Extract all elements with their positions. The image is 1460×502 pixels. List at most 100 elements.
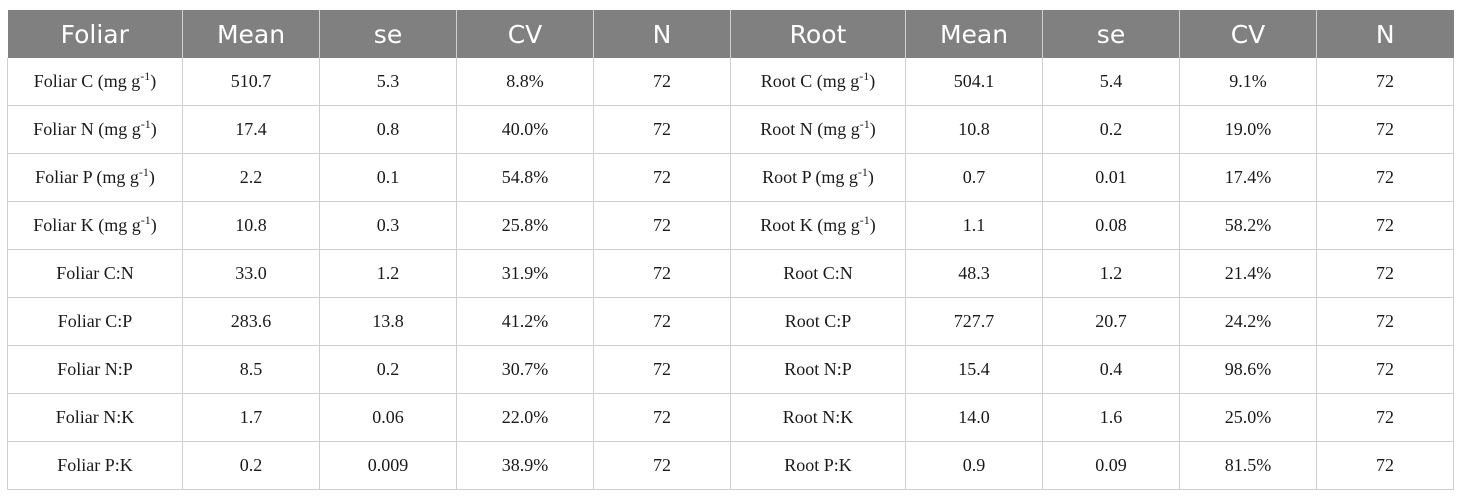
foliar-cv-cell: 41.2% [456,297,594,346]
foliar-se-cell: 1.2 [319,249,457,298]
table-body: Foliar C (mg g-1) 510.7 5.3 8.8% 72 Root C (m… [7,58,1454,490]
foliar-variable-cell: Foliar P (mg g-1) [7,153,183,202]
header-root-mean: Mean [905,10,1043,58]
foliar-n-cell: 72 [593,441,731,490]
foliar-se-cell: 0.009 [319,441,457,490]
root-se-cell: 0.09 [1042,441,1180,490]
stoichiometry-table: Foliar Mean se CV N Root Mean se CV N Fo… [7,10,1454,490]
cell-label: Foliar N (mg g [33,119,141,139]
foliar-variable-cell: Foliar K (mg g-1) [7,201,183,250]
cell-label-tail: ) [150,215,157,235]
cell-unit-exponent: -1 [859,117,870,131]
root-n-cell: 72 [1316,105,1454,154]
foliar-cv-cell: 30.7% [456,345,594,394]
foliar-variable-cell: Foliar N:P [7,345,183,394]
root-n-cell: 72 [1316,249,1454,298]
foliar-cv-cell: 22.0% [456,393,594,442]
root-cv-cell: 98.6% [1179,345,1317,394]
foliar-cv-cell: 40.0% [456,105,594,154]
root-se-cell: 5.4 [1042,58,1180,106]
root-cv-cell: 17.4% [1179,153,1317,202]
root-variable-cell: Root N:P [730,345,906,394]
root-n-cell: 72 [1316,58,1454,106]
foliar-n-cell: 72 [593,105,731,154]
root-variable-cell: Root C:N [730,249,906,298]
root-mean-cell: 0.7 [905,153,1043,202]
cell-unit-exponent: -1 [859,213,870,227]
root-se-cell: 1.2 [1042,249,1180,298]
root-cv-cell: 58.2% [1179,201,1317,250]
root-mean-cell: 727.7 [905,297,1043,346]
root-n-cell: 72 [1316,297,1454,346]
root-variable-cell: Root C (mg g-1) [730,58,906,106]
foliar-cv-cell: 25.8% [456,201,594,250]
root-se-cell: 0.2 [1042,105,1180,154]
root-se-cell: 0.08 [1042,201,1180,250]
foliar-mean-cell: 8.5 [182,345,320,394]
header-root-cv: CV [1179,10,1317,58]
foliar-n-cell: 72 [593,345,731,394]
cell-label-tail: ) [148,167,155,187]
root-n-cell: 72 [1316,201,1454,250]
foliar-n-cell: 72 [593,201,731,250]
root-cv-cell: 21.4% [1179,249,1317,298]
cell-unit-exponent: -1 [138,165,149,179]
cell-unit-exponent: -1 [140,117,151,131]
root-se-cell: 1.6 [1042,393,1180,442]
cell-unit-exponent: -1 [857,165,868,179]
foliar-n-cell: 72 [593,297,731,346]
foliar-cv-cell: 8.8% [456,58,594,106]
table-row: Foliar C:P 283.6 13.8 41.2% 72 Root C:P 727.7 2… [7,297,1454,346]
cell-label: Root K (mg g [760,215,860,235]
foliar-se-cell: 0.06 [319,393,457,442]
cell-label: Foliar K (mg g [33,215,141,235]
root-mean-cell: 48.3 [905,249,1043,298]
table-row: Foliar N (mg g-1) 17.4 0.8 40.0% 72 Root N (m… [7,105,1454,154]
root-se-cell: 0.01 [1042,153,1180,202]
cell-label-tail: ) [150,71,157,91]
foliar-cv-cell: 54.8% [456,153,594,202]
table-row: Foliar N:K 1.7 0.06 22.0% 72 Root N:K 14.0 1.6 2… [7,393,1454,442]
foliar-mean-cell: 1.7 [182,393,320,442]
root-mean-cell: 504.1 [905,58,1043,106]
foliar-se-cell: 5.3 [319,58,457,106]
cell-unit-exponent: -1 [859,69,870,83]
root-n-cell: 72 [1316,345,1454,394]
table-row: Foliar P:K 0.2 0.009 38.9% 72 Root P:K 0.9 0.09… [7,441,1454,490]
root-n-cell: 72 [1316,153,1454,202]
header-foliar: Foliar [7,10,183,58]
cell-unit-exponent: -1 [140,69,151,83]
header-root: Root [730,10,906,58]
header-root-se: se [1042,10,1180,58]
root-se-cell: 20.7 [1042,297,1180,346]
foliar-mean-cell: 0.2 [182,441,320,490]
table-row: Foliar P (mg g-1) 2.2 0.1 54.8% 72 Root P (mg… [7,153,1454,202]
foliar-variable-cell: Foliar C:P [7,297,183,346]
foliar-n-cell: 72 [593,153,731,202]
cell-label-tail: ) [869,71,876,91]
root-mean-cell: 0.9 [905,441,1043,490]
cell-unit-exponent: -1 [140,213,151,227]
foliar-cv-cell: 31.9% [456,249,594,298]
header-foliar-mean: Mean [182,10,320,58]
root-n-cell: 72 [1316,441,1454,490]
cell-label: Foliar P (mg g [35,167,139,187]
root-mean-cell: 10.8 [905,105,1043,154]
foliar-n-cell: 72 [593,393,731,442]
root-cv-cell: 24.2% [1179,297,1317,346]
header-root-n: N [1316,10,1454,58]
foliar-se-cell: 0.8 [319,105,457,154]
root-mean-cell: 14.0 [905,393,1043,442]
header-foliar-cv: CV [456,10,594,58]
root-variable-cell: Root C:P [730,297,906,346]
root-mean-cell: 15.4 [905,345,1043,394]
foliar-mean-cell: 17.4 [182,105,320,154]
foliar-mean-cell: 510.7 [182,58,320,106]
table-row: Foliar C (mg g-1) 510.7 5.3 8.8% 72 Root C (m… [7,58,1454,106]
root-variable-cell: Root N:K [730,393,906,442]
cell-label: Root P (mg g [762,167,858,187]
cell-label-tail: ) [869,119,876,139]
header-foliar-se: se [319,10,457,58]
foliar-n-cell: 72 [593,249,731,298]
root-cv-cell: 25.0% [1179,393,1317,442]
